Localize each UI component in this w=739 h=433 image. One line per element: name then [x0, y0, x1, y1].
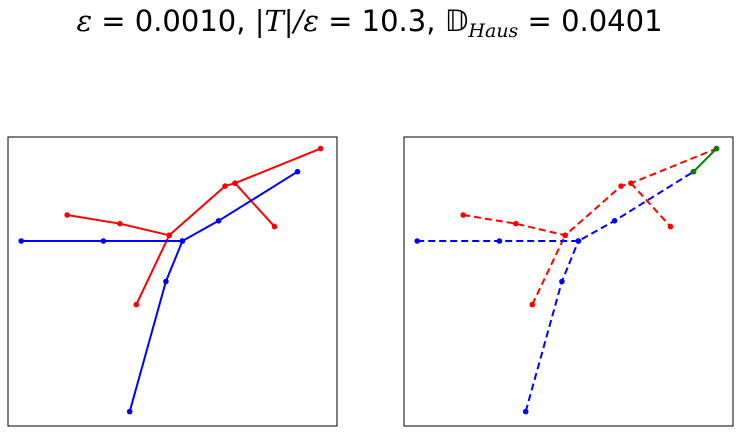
title-sep-2: ,: [426, 4, 445, 38]
series-line-left-2: [234, 182, 276, 228]
data-point-left-4-0: [126, 408, 133, 415]
title-eq-2: =: [318, 4, 362, 38]
data-point-left-3-4: [294, 168, 301, 175]
plot-left: [7, 136, 338, 427]
data-point-left-3-3: [215, 218, 222, 224]
data-point-right-4-0: [522, 408, 529, 415]
series-line-right-1: [531, 234, 567, 306]
data-point-right-1-1: [562, 232, 568, 239]
ratio-label: |T|/ε: [254, 4, 319, 38]
series-line-right-4: [524, 240, 580, 412]
data-point-left-0-0: [64, 212, 70, 218]
data-point-right-3-3: [611, 218, 618, 224]
data-point-right-0-1: [513, 220, 519, 227]
data-point-left-2-0: [232, 180, 238, 186]
hausdorff-value: 0.0401: [561, 4, 663, 38]
data-point-right-2-1: [667, 223, 674, 230]
data-point-right-0-0: [460, 212, 467, 218]
figure-title: ε = 0.0010, |T|/ε = 10.3, 𝔻Haus = 0.0401: [0, 4, 739, 42]
ratio-value: 10.3: [361, 4, 427, 38]
series-line-right-3: [417, 170, 695, 242]
data-point-left-0-3: [222, 183, 228, 189]
hausdorff-subscript: Haus: [468, 20, 519, 42]
data-point-left-4-2: [179, 238, 186, 244]
data-point-right-4-2: [575, 238, 582, 244]
data-point-left-3-1: [100, 238, 107, 244]
data-point-left-0-1: [117, 220, 123, 227]
series-line-left-0: [67, 147, 321, 237]
data-point-right-5-1: [713, 145, 720, 152]
epsilon-symbol: ε: [76, 4, 93, 38]
data-point-right-2-0: [628, 180, 634, 186]
series-line-right-2: [630, 182, 672, 228]
data-point-right-3-1: [496, 238, 503, 244]
data-point-left-3-0: [18, 238, 25, 244]
data-point-right-5-0: [690, 168, 697, 175]
hausdorff-symbol: 𝔻: [444, 4, 469, 38]
title-eq-3: =: [518, 4, 562, 38]
data-point-left-0-5: [317, 145, 324, 152]
data-point-left-1-0: [133, 301, 140, 308]
title-eq-1: =: [92, 4, 135, 38]
epsilon-value: 0.0010: [134, 4, 237, 38]
axes-frame-left: [7, 136, 338, 427]
series-line-left-4: [128, 240, 184, 412]
title-sep-1: ,: [236, 4, 255, 38]
plot-right: [403, 136, 734, 427]
data-point-right-0-3: [618, 183, 624, 189]
axes-frame-right: [403, 136, 734, 427]
data-point-left-4-1: [163, 278, 169, 285]
data-point-left-1-1: [166, 232, 172, 239]
series-line-right-5: [692, 147, 718, 173]
series-line-left-1: [135, 234, 171, 306]
data-point-right-3-0: [414, 238, 421, 244]
data-point-right-1-0: [529, 301, 536, 308]
data-point-left-2-1: [271, 223, 278, 230]
data-point-right-4-1: [559, 278, 565, 285]
series-line-right-0: [463, 147, 717, 237]
